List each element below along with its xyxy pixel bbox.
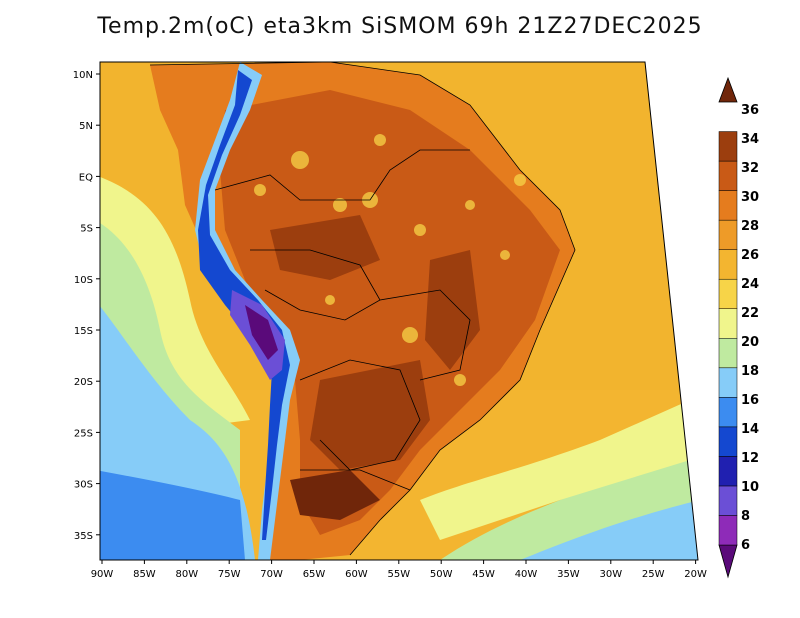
lon-tick-label: 85W (133, 569, 156, 580)
colorbar-tick-label: 28 (741, 219, 759, 234)
lon-tick-label: 35W (557, 569, 580, 580)
temperature-field (100, 62, 698, 560)
lon-tick-label: 50W (430, 569, 453, 580)
latitude-axis: 10N 5N EQ 5S 10S 15S 20S 25S 30S 35S (73, 70, 100, 542)
lon-tick-label: 65W (303, 569, 326, 580)
lat-tick-label: 25S (74, 428, 93, 439)
colorbar-segment (718, 278, 738, 309)
colorbar-segment (718, 160, 738, 191)
lat-tick-label: 15S (74, 326, 93, 337)
colorbar-tick-label: 8 (741, 509, 750, 524)
colorbar-segment (718, 485, 738, 516)
lat-tick-label: 10S (74, 275, 93, 286)
colorbar-segment (718, 515, 738, 546)
colorbar-tick-label: 32 (741, 161, 759, 176)
lon-tick-label: 90W (91, 569, 114, 580)
colorbar-segment (718, 397, 738, 428)
colorbar-upper-arrow (718, 76, 738, 103)
lat-tick-label: 30S (74, 480, 93, 491)
colorbar-tick-label: 20 (741, 335, 759, 350)
longitude-axis: 90W 85W 80W 75W 70W 65W 60W 55W 50W 45W 40W 35W 30W 2… (91, 560, 707, 580)
lon-tick-label: 40W (515, 569, 538, 580)
colorbar-tick-label: 34 (741, 132, 759, 147)
colorbar-tick-label: 16 (741, 393, 759, 408)
colorbar-segment (718, 426, 738, 457)
lat-tick-label: 5S (80, 224, 93, 235)
map-title: Temp.2m(oC) eta3km SiSMOM 69h 21Z27DEC20… (97, 14, 703, 39)
colorbar-lower-arrow (718, 544, 738, 579)
lon-tick-label: 45W (472, 569, 495, 580)
lat-tick-label: 10N (73, 70, 93, 81)
colorbar-segment (718, 219, 738, 250)
lon-tick-label: 55W (387, 569, 410, 580)
colorbar-segment (718, 131, 738, 162)
colorbar-tick-label: 10 (741, 480, 759, 495)
lat-tick-label: 5N (79, 121, 93, 132)
lon-tick-label: 20W (684, 569, 707, 580)
colorbar-tick-label: 24 (741, 277, 759, 292)
colorbar-segment (718, 249, 738, 280)
lon-tick-label: 60W (345, 569, 368, 580)
lon-tick-label: 80W (175, 569, 198, 580)
colorbar-segment (718, 456, 738, 487)
lon-tick-label: 70W (260, 569, 283, 580)
lat-tick-label: 35S (74, 531, 93, 542)
map-frame (99, 61, 699, 561)
colorbar-tick-label: 18 (741, 364, 759, 379)
colorbar-tick-label: 12 (741, 451, 759, 466)
colorbar-segment (718, 190, 738, 221)
colorbar: 6 8 10 12 14 16 18 20 22 24 26 28 30 32 34 36 (718, 76, 759, 579)
colorbar-tick-label: 14 (741, 422, 759, 437)
lat-tick-label: EQ (79, 172, 93, 183)
colorbar-segment (718, 367, 738, 398)
colorbar-tick-label: 26 (741, 248, 759, 263)
lon-tick-label: 25W (642, 569, 665, 580)
lat-tick-label: 20S (74, 377, 93, 388)
colorbar-tick-label: 30 (741, 190, 759, 205)
colorbar-tick-label: 36 (741, 103, 759, 118)
colorbar-tick-label: 6 (741, 538, 750, 553)
colorbar-segment (718, 308, 738, 339)
colorbar-segment (718, 338, 738, 369)
colorbar-tick-label: 22 (741, 306, 759, 321)
lon-tick-label: 30W (599, 569, 622, 580)
country-borders (149, 62, 576, 556)
lon-tick-label: 75W (218, 569, 241, 580)
